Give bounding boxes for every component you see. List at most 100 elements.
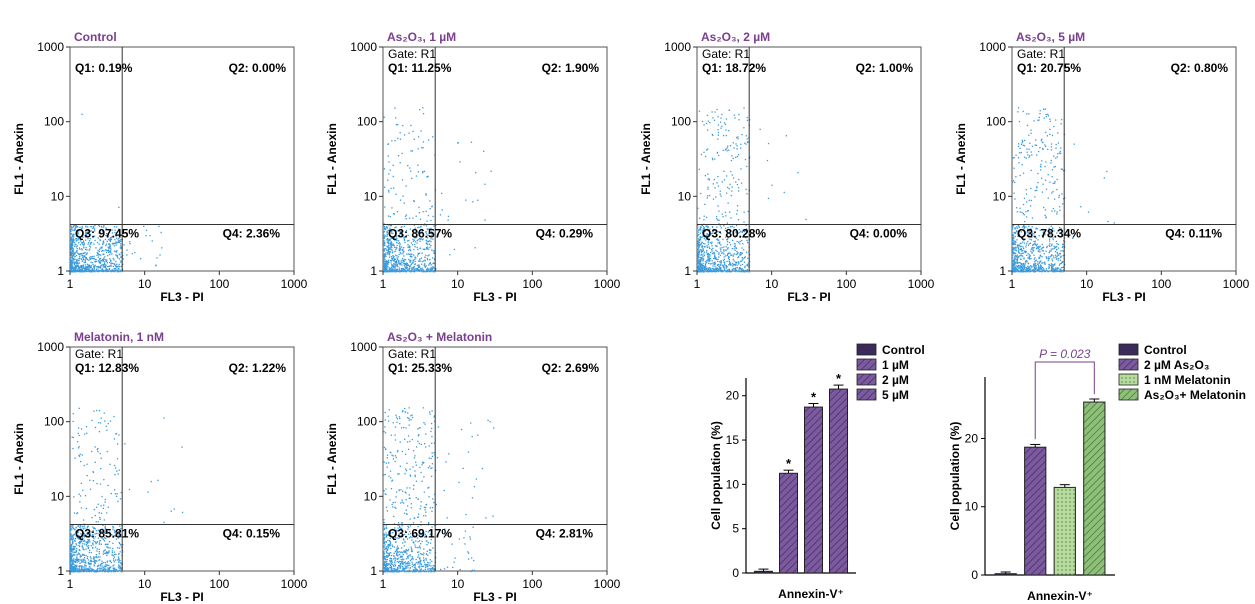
legend-label: As₂O₃+ Melatonin xyxy=(1144,388,1246,402)
x-tick-label: 100 xyxy=(209,577,229,591)
y-tick-label: 1 xyxy=(370,264,377,278)
y-axis-label: Cell population (%) xyxy=(709,421,723,530)
y-tick-label: 10 xyxy=(965,500,979,514)
quadrant-q3: Q3: 80.28% xyxy=(702,226,766,240)
legend-swatch xyxy=(856,343,877,356)
legend-label: 2 µM As₂O₃ xyxy=(1144,358,1209,372)
y-tick-label: 100 xyxy=(44,115,64,129)
quadrant-q1: Q1: 11.25% xyxy=(388,61,452,75)
x-tick-label: 1 xyxy=(67,277,74,291)
x-tick-label: 10 xyxy=(1080,277,1094,291)
y-axis-label: FL1 - Anexin xyxy=(12,123,26,195)
y-axis-label: FL1 - Anexin xyxy=(325,123,339,195)
y-tick-label: 1000 xyxy=(350,340,377,354)
quadrant-q4: Q4: 2.36% xyxy=(223,226,281,240)
y-tick-label: 10 xyxy=(364,489,378,503)
y-tick-label: 1000 xyxy=(37,340,64,354)
y-tick-label: 20 xyxy=(726,389,740,403)
gate-label: Gate: R1 xyxy=(388,47,436,61)
legend-label: 5 µM xyxy=(882,388,909,402)
legend-label: 1 nM Melatonin xyxy=(1144,373,1231,387)
x-tick-label: 1000 xyxy=(594,577,621,591)
flow-dots xyxy=(70,407,184,573)
flow-plot-1: Control Q1: 0.19% Q2: 0.00% Q3: 97.45% Q4: 2… xyxy=(12,30,308,304)
bar xyxy=(829,388,848,574)
y-tick-label: 5 xyxy=(732,522,739,536)
x-axis-label: FL3 - PI xyxy=(160,590,203,604)
x-tick-label: 1000 xyxy=(1223,277,1250,291)
y-tick-label: 100 xyxy=(671,115,691,129)
legend-swatch xyxy=(1118,358,1139,371)
y-tick-label: 20 xyxy=(965,431,979,445)
x-tick-label: 10 xyxy=(138,277,152,291)
legend-swatch xyxy=(856,373,877,386)
y-axis-label: FL1 - Anexin xyxy=(325,423,339,495)
y-tick-label: 100 xyxy=(44,415,64,429)
x-tick-label: 100 xyxy=(522,577,542,591)
flow-plot-title: As₂O₃, 2 µM xyxy=(701,30,770,44)
legend-swatch xyxy=(856,388,877,401)
bar-chart-1: 0 5 10 15 20 Cell population (%) Annexin-V⁺ * * *… xyxy=(709,343,925,601)
flow-plot-title: As₂O₃, 1 µM xyxy=(387,30,456,44)
quadrant-q4: Q4: 0.15% xyxy=(223,526,281,540)
flow-dots xyxy=(383,407,495,573)
flow-dots xyxy=(1012,107,1115,273)
y-tick-label: 1000 xyxy=(664,40,691,54)
x-axis-label: FL3 - PI xyxy=(473,590,516,604)
flow-plot-title: Melatonin, 1 nM xyxy=(74,330,164,344)
x-axis-label: FL3 - PI xyxy=(473,290,516,304)
legend-label: 2 µM xyxy=(882,373,909,387)
p-value-label: P = 0.023 xyxy=(1039,347,1091,361)
quadrant-q2: Q2: 2.69% xyxy=(542,361,600,375)
flow-plot-frame xyxy=(69,346,295,572)
y-tick-label: 1000 xyxy=(979,40,1006,54)
flow-dots xyxy=(383,107,492,273)
quadrant-q1: Q1: 25.33% xyxy=(388,361,452,375)
quadrant-q2: Q2: 1.90% xyxy=(542,61,600,75)
flow-plot-frame xyxy=(382,46,608,272)
significance-bracket xyxy=(1034,361,1095,440)
flow-dots xyxy=(70,113,163,273)
quadrant-q2: Q2: 1.00% xyxy=(856,61,914,75)
flow-plot-frame xyxy=(696,46,922,272)
gate-label: Gate: R1 xyxy=(702,47,750,61)
x-tick-label: 100 xyxy=(1151,277,1171,291)
quadrant-q1: Q1: 12.83% xyxy=(75,361,139,375)
y-tick-label: 10 xyxy=(51,189,65,203)
x-tick-label: 1 xyxy=(380,577,387,591)
quadrant-q4: Q4: 0.11% xyxy=(1165,226,1222,240)
bar xyxy=(994,573,1017,576)
x-tick-label: 1000 xyxy=(281,577,308,591)
quadrant-q3: Q3: 97.45% xyxy=(75,226,139,240)
bar xyxy=(1083,401,1106,576)
quadrant-q3: Q3: 69.17% xyxy=(388,526,452,540)
y-tick-label: 100 xyxy=(986,115,1006,129)
y-tick-label: 0 xyxy=(971,568,978,582)
y-tick-label: 1000 xyxy=(350,40,377,54)
x-tick-label: 10 xyxy=(765,277,779,291)
quadrant-q4: Q4: 0.00% xyxy=(850,226,908,240)
y-tick-label: 1 xyxy=(57,564,64,578)
flow-plot-title: As₂O₃, 5 µM xyxy=(1016,30,1085,44)
quadrant-q1: Q1: 18.72% xyxy=(702,61,766,75)
y-axis-label: Cell population (%) xyxy=(948,422,962,531)
y-tick-label: 1 xyxy=(57,264,64,278)
x-tick-label: 100 xyxy=(522,277,542,291)
gate-label: Gate: R1 xyxy=(75,347,123,361)
quadrant-q1: Q1: 0.19% xyxy=(75,61,133,75)
y-tick-label: 10 xyxy=(51,489,65,503)
y-tick-label: 10 xyxy=(726,477,740,491)
gate-label: Gate: R1 xyxy=(388,347,436,361)
x-tick-label: 1 xyxy=(67,577,74,591)
x-tick-label: 1000 xyxy=(594,277,621,291)
gate-label: Gate: R1 xyxy=(1017,47,1065,61)
legend-swatch xyxy=(1118,388,1139,401)
x-tick-label: 100 xyxy=(209,277,229,291)
flow-plot-title: As₂O₃ + Melatonin xyxy=(387,330,492,344)
legend-swatch xyxy=(1118,373,1139,386)
